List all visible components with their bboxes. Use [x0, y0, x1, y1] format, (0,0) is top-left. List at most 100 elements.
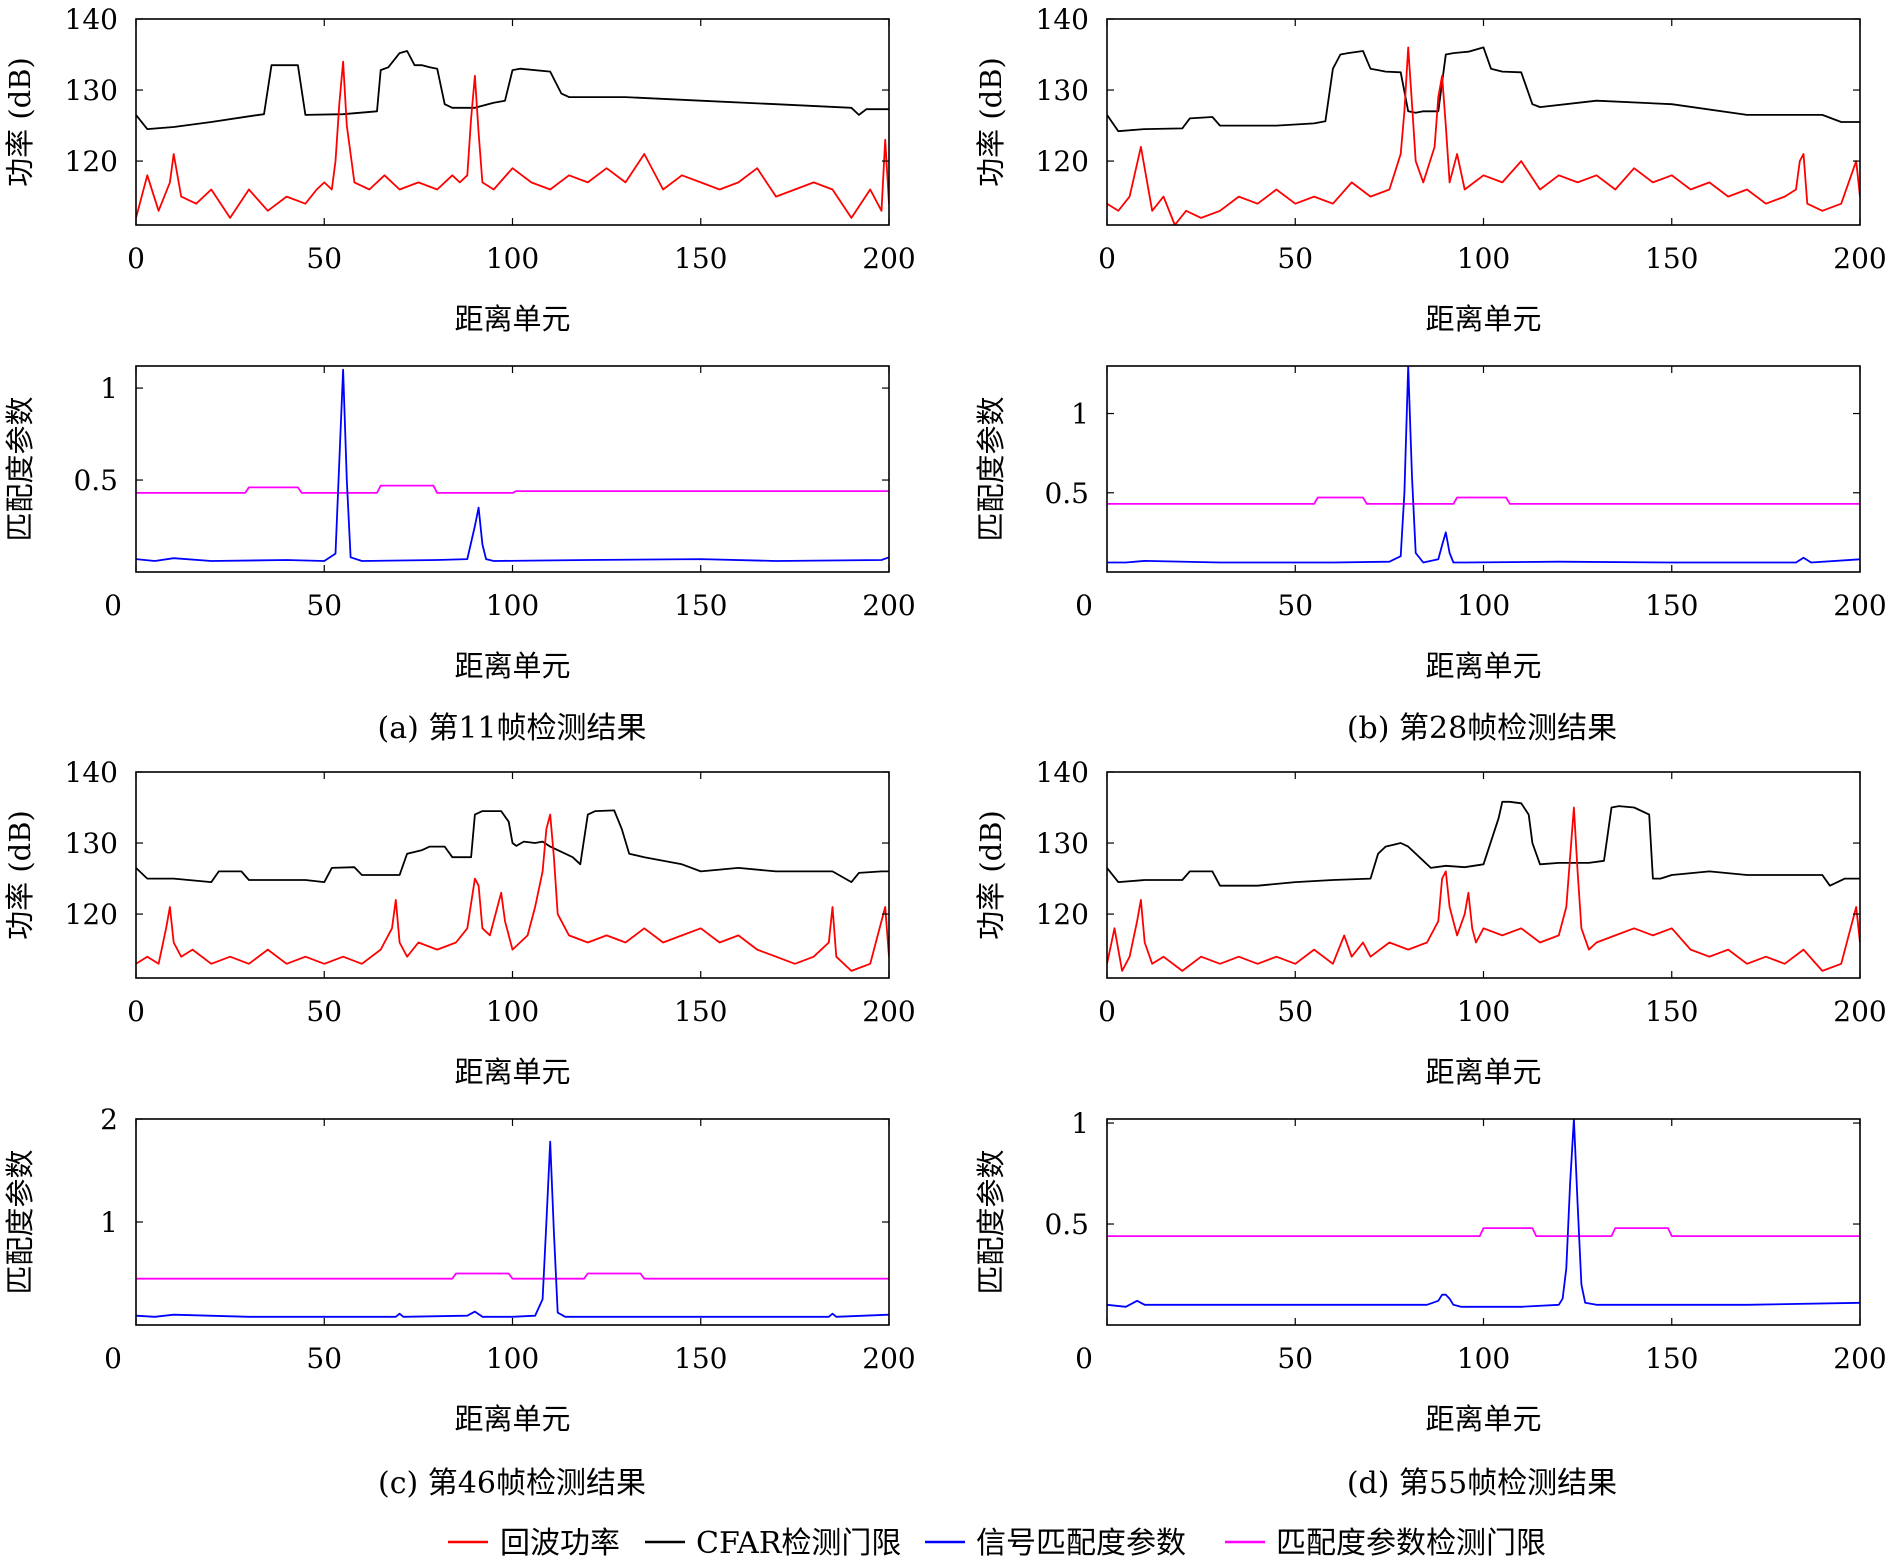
series-echo_power-c-power — [136, 813, 889, 972]
x-tick-label-c-match: 0 — [104, 1342, 122, 1375]
y-tick-label-b-power: 140 — [1036, 3, 1089, 36]
x-tick-label-c-power: 50 — [306, 995, 342, 1028]
x-axis-label-c-match: 距离单元 — [454, 1402, 570, 1436]
plot-frame-a-match — [135, 365, 890, 573]
y-tick-label-c-power: 130 — [65, 827, 118, 860]
caption-d: (d) 第55帧检测结果 — [1347, 1466, 1617, 1501]
x-tick-label-a-match: 50 — [306, 589, 342, 622]
series-match_threshold-a-match — [136, 484, 889, 494]
x-tick-label-d-power: 0 — [1098, 995, 1116, 1028]
series-match_threshold-d-match — [1107, 1227, 1860, 1237]
x-tick-label-b-power: 50 — [1277, 242, 1313, 275]
series-cfar_threshold-a-power — [136, 50, 889, 131]
series-match_threshold-b-match — [1107, 496, 1860, 505]
series-echo_power-d-power — [1107, 806, 1860, 972]
legend-label-match-threshold: 匹配度参数检测门限 — [1276, 1526, 1546, 1561]
x-tick-label-b-power: 200 — [1833, 242, 1886, 275]
series-echo_power-a-power — [136, 60, 889, 219]
x-tick-label-a-power: 100 — [486, 242, 539, 275]
y-axis-label-d-match: 匹配度参数 — [974, 1149, 1008, 1294]
x-tick-label-d-power: 150 — [1645, 995, 1698, 1028]
x-tick-label-c-match: 100 — [486, 1342, 539, 1375]
panel-c-power: 0 50 100 150 200 120 130 140 距离单元 功率 (dB) — [3, 756, 916, 1089]
y-tick-label-a-match: 1 — [100, 372, 118, 405]
x-tick-label-c-power: 200 — [862, 995, 915, 1028]
plot-frame-b-match — [1106, 365, 1861, 573]
y-axis-label-a-power: 功率 (dB) — [3, 57, 37, 187]
x-tick-label-c-power: 100 — [486, 995, 539, 1028]
x-tick-label-d-power: 100 — [1457, 995, 1510, 1028]
x-tick-label-a-power: 0 — [127, 242, 145, 275]
x-tick-label-a-power: 200 — [862, 242, 915, 275]
y-tick-label-a-power: 140 — [65, 3, 118, 36]
caption-c: (c) 第46帧检测结果 — [378, 1466, 646, 1501]
x-axis-label-b-match: 距离单元 — [1425, 649, 1541, 683]
panel-d-power: 0 50 100 150 200 120 130 140 距离单元 功率 (dB) — [974, 756, 1887, 1089]
y-axis-label-d-power: 功率 (dB) — [974, 810, 1008, 940]
x-tick-label-d-match: 150 — [1645, 1342, 1698, 1375]
panel-a-power: 0 50 100 150 200 120 130 140 距离单元 功率 (dB) — [3, 3, 916, 336]
x-axis-label-a-power: 距离单元 — [454, 302, 570, 336]
y-tick-label-d-power: 120 — [1036, 898, 1089, 931]
series-cfar_threshold-d-power — [1107, 800, 1860, 887]
x-tick-label-c-match: 200 — [862, 1342, 915, 1375]
y-tick-label-b-power: 120 — [1036, 145, 1089, 178]
x-tick-label-d-match: 200 — [1833, 1342, 1886, 1375]
series-match_param-c-match — [136, 1140, 889, 1318]
plot-frame-d-match — [1106, 1118, 1861, 1326]
x-axis-label-b-power: 距离单元 — [1425, 302, 1541, 336]
series-cfar_threshold-b-power — [1107, 46, 1860, 133]
series-match_param-b-match — [1107, 366, 1860, 564]
caption-b: (b) 第28帧检测结果 — [1347, 711, 1617, 746]
y-tick-label-d-match: 1 — [1071, 1107, 1089, 1140]
y-tick-label-b-match: 1 — [1071, 398, 1089, 431]
panel-c-match: 0 50 100 150 200 1 2 距离单元 匹配度参数 — [3, 1103, 916, 1436]
series-match_threshold-c-match — [136, 1272, 889, 1280]
x-tick-label-a-match: 200 — [862, 589, 915, 622]
panel-d-match: 0 50 100 150 200 0.5 1 距离单元 匹配度参数 — [974, 1107, 1887, 1436]
y-axis-label-a-match: 匹配度参数 — [3, 396, 37, 541]
series-match_param-a-match — [136, 368, 889, 562]
y-tick-label-c-match: 2 — [100, 1103, 118, 1136]
y-tick-label-d-match: 0.5 — [1044, 1208, 1089, 1241]
y-axis-label-b-match: 匹配度参数 — [974, 396, 1008, 541]
x-tick-label-d-power: 200 — [1833, 995, 1886, 1028]
x-tick-label-c-power: 0 — [127, 995, 145, 1028]
x-tick-label-d-match: 50 — [1277, 1342, 1313, 1375]
x-axis-label-d-power: 距离单元 — [1425, 1055, 1541, 1089]
plot-frame-c-match — [135, 1118, 890, 1326]
y-axis-label-b-power: 功率 (dB) — [974, 57, 1008, 187]
x-tick-label-b-match: 100 — [1457, 589, 1510, 622]
series-echo_power-b-power — [1107, 46, 1860, 225]
x-tick-label-b-match: 150 — [1645, 589, 1698, 622]
panel-b-power: 0 50 100 150 200 120 130 140 距离单元 功率 (dB) — [974, 3, 1887, 336]
y-axis-label-c-power: 功率 (dB) — [3, 810, 37, 940]
y-tick-label-d-power: 140 — [1036, 756, 1089, 789]
x-tick-label-a-power: 150 — [674, 242, 727, 275]
x-tick-label-b-match: 0 — [1075, 589, 1093, 622]
x-tick-label-b-match: 200 — [1833, 589, 1886, 622]
x-axis-label-d-match: 距离单元 — [1425, 1402, 1541, 1436]
caption-a: (a) 第11帧检测结果 — [377, 711, 646, 746]
series-match_param-d-match — [1107, 1119, 1860, 1308]
x-tick-label-a-match: 150 — [674, 589, 727, 622]
x-axis-label-a-match: 距离单元 — [454, 649, 570, 683]
y-axis-label-c-match: 匹配度参数 — [3, 1149, 37, 1294]
y-tick-label-a-power: 120 — [65, 145, 118, 178]
x-tick-label-c-power: 150 — [674, 995, 727, 1028]
y-tick-label-a-power: 130 — [65, 74, 118, 107]
legend-label-cfar-threshold: CFAR检测门限 — [696, 1526, 901, 1561]
y-tick-label-c-match: 1 — [100, 1206, 118, 1239]
panel-a-match: 0 50 100 150 200 0.5 1 距离单元 匹配度参数 — [3, 365, 916, 683]
y-tick-label-b-power: 130 — [1036, 74, 1089, 107]
panel-b-match: 0 50 100 150 200 0.5 1 距离单元 匹配度参数 — [974, 365, 1887, 683]
x-tick-label-b-power: 100 — [1457, 242, 1510, 275]
x-tick-label-b-power: 150 — [1645, 242, 1698, 275]
x-tick-label-d-match: 100 — [1457, 1342, 1510, 1375]
x-tick-label-a-match: 100 — [486, 589, 539, 622]
legend-label-echo-power: 回波功率 — [500, 1526, 620, 1561]
x-tick-label-d-match: 0 — [1075, 1342, 1093, 1375]
x-tick-label-b-power: 0 — [1098, 242, 1116, 275]
x-tick-label-b-match: 50 — [1277, 589, 1313, 622]
